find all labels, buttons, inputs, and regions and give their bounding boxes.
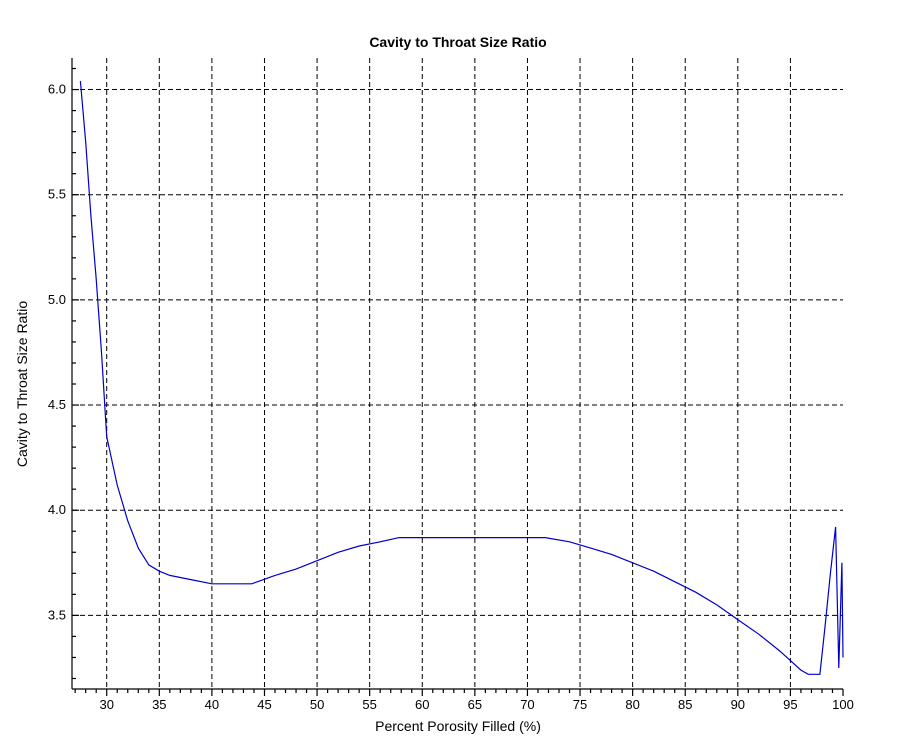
y-tick-label: 4.0 — [48, 502, 66, 517]
x-tick-label: 60 — [415, 697, 429, 712]
ticks: 30 35 40 45 50 55 60 65 70 75 80 85 90 95 100 3.5 4.0 4.5… — [48, 67, 854, 712]
x-tick-label: 70 — [520, 697, 534, 712]
y-axis-label: Cavity to Throat Size Ratio — [14, 301, 30, 467]
axes — [71, 58, 843, 690]
series-line — [79, 81, 844, 675]
y-tick-label: 6.0 — [48, 82, 66, 97]
x-tick-label: 50 — [310, 697, 324, 712]
x-tick-label: 45 — [257, 697, 271, 712]
series-layer — [79, 81, 844, 675]
x-tick-label: 75 — [573, 697, 587, 712]
x-tick-label: 65 — [468, 697, 482, 712]
x-tick-label: 85 — [678, 697, 692, 712]
x-tick-label: 80 — [625, 697, 639, 712]
y-tick-label: 5.0 — [48, 292, 66, 307]
y-tick-label: 3.5 — [48, 607, 66, 622]
x-tick-label: 55 — [362, 697, 376, 712]
x-tick-label: 35 — [152, 697, 166, 712]
x-axis-label: Percent Porosity Filled (%) — [375, 718, 541, 734]
y-tick-label: 4.5 — [48, 397, 66, 412]
x-tick-label: 100 — [832, 697, 854, 712]
x-tick-label: 90 — [731, 697, 745, 712]
x-tick-label: 30 — [99, 697, 113, 712]
x-tick-label: 40 — [205, 697, 219, 712]
grid — [72, 58, 843, 689]
chart-title: Cavity to Throat Size Ratio — [369, 34, 546, 50]
y-tick-label: 5.5 — [48, 187, 66, 202]
x-tick-label: 95 — [783, 697, 797, 712]
